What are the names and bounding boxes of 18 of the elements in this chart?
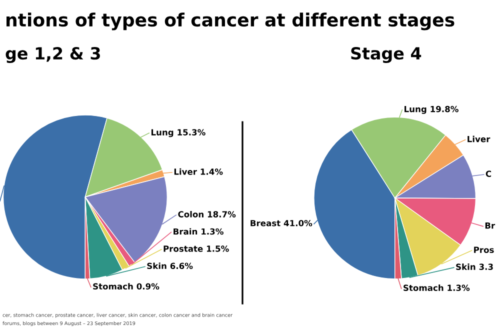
slice-label: C (486, 170, 492, 177)
slice-label: Stomach 1.3% (404, 284, 470, 291)
slice-label: Lung 19.8% (404, 106, 458, 114)
slice-label: Pros (474, 246, 494, 253)
chart-title: Stage 4 (351, 47, 422, 63)
slice-label: Brain 1.3% (174, 228, 224, 235)
slice-label: Skin 3.3 (456, 264, 493, 270)
legend-label: Liver (468, 136, 490, 142)
slice-label: Lung 15.3% (151, 129, 206, 138)
category-label: Liver 1.4% (174, 168, 223, 175)
slice-label: Skin 6.6% (147, 262, 193, 270)
text: ntions of types of cancer at different stages (6, 12, 454, 30)
slice-label: Colon 18.7% (178, 210, 236, 218)
chart-title: ge 1,2 & 3 (6, 47, 100, 63)
slice-label: Stomach 0.9% (93, 283, 160, 290)
slice-label: Prostate 1.5% (164, 246, 229, 252)
slice-label: Br (485, 222, 496, 229)
slice-label: Breast 41.0% (250, 220, 312, 226)
